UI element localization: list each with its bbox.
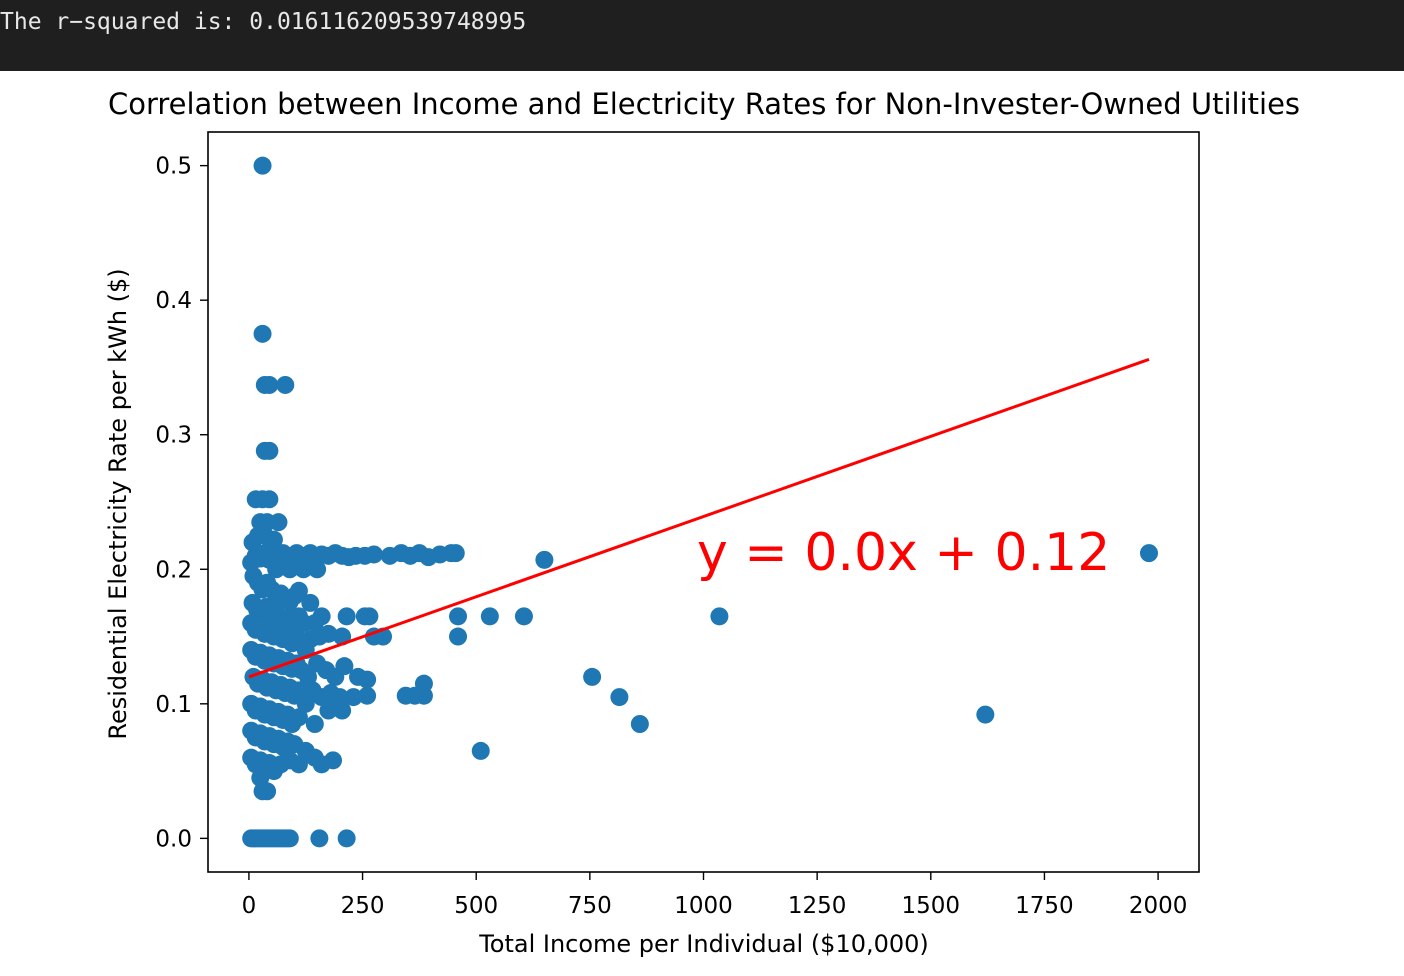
scatter-points xyxy=(242,156,1158,848)
data-point xyxy=(260,441,279,460)
data-point xyxy=(610,688,629,707)
y-tick-label: 0.4 xyxy=(155,288,192,314)
data-point xyxy=(344,688,363,707)
r-squared-output-text: The r−squared is: 0.016116209539748995 xyxy=(0,9,527,35)
scatter-chart: Correlation between Income and Electrici… xyxy=(104,87,1300,958)
data-point xyxy=(276,375,295,394)
x-tick-label: 1750 xyxy=(1015,893,1074,919)
y-tick-label: 0.3 xyxy=(155,423,192,449)
data-point xyxy=(337,607,356,626)
x-axis-label: Total Income per Individual ($10,000) xyxy=(478,930,929,958)
data-point xyxy=(301,593,320,612)
data-point xyxy=(280,560,299,579)
x-tick-label: 1000 xyxy=(674,893,733,919)
data-point xyxy=(630,715,649,733)
data-point xyxy=(514,607,533,626)
data-point xyxy=(294,560,313,579)
y-tick-label: 0.2 xyxy=(155,557,192,583)
data-point xyxy=(280,829,299,848)
data-point xyxy=(335,657,354,676)
chart-figure: Correlation between Income and Electrici… xyxy=(0,71,1404,972)
data-point xyxy=(251,768,270,787)
data-point xyxy=(289,755,308,774)
data-point xyxy=(260,375,279,394)
data-point xyxy=(305,715,324,733)
y-tick-label: 0.5 xyxy=(155,154,192,180)
data-point xyxy=(358,686,377,705)
data-point xyxy=(1139,544,1158,563)
x-tick-label: 1500 xyxy=(902,893,961,919)
regression-equation-label: y = 0.0x + 0.12 xyxy=(697,523,1110,583)
data-point xyxy=(253,156,272,175)
data-point xyxy=(480,607,499,626)
data-point xyxy=(446,544,465,563)
x-tick-label: 1250 xyxy=(788,893,847,919)
y-tick-label: 0.1 xyxy=(155,692,192,718)
data-point xyxy=(471,741,490,760)
x-tick-label: 2000 xyxy=(1129,893,1188,919)
data-point xyxy=(253,324,272,343)
plot-area xyxy=(207,131,1200,873)
data-point xyxy=(449,607,468,626)
data-point xyxy=(333,701,352,720)
data-point xyxy=(264,530,283,549)
data-point xyxy=(337,829,356,848)
y-axis-ticks: 0.0 0.1 0.2 0.3 0.4 0.5 xyxy=(155,154,208,852)
y-axis-label: Residential Electricity Rate per kWh ($) xyxy=(104,268,132,739)
x-tick-label: 750 xyxy=(568,893,612,919)
data-point xyxy=(289,708,308,727)
data-point xyxy=(358,670,377,689)
data-point xyxy=(260,490,279,509)
regression-line xyxy=(248,357,1150,679)
y-tick-label: 0.0 xyxy=(155,826,192,852)
data-point xyxy=(710,607,729,626)
data-point xyxy=(535,550,554,569)
data-point xyxy=(296,694,315,713)
x-tick-label: 250 xyxy=(341,893,385,919)
data-point xyxy=(310,829,329,848)
data-point xyxy=(583,667,602,686)
data-point xyxy=(324,751,343,770)
data-point xyxy=(364,545,383,564)
data-point xyxy=(360,607,379,626)
x-tick-label: 0 xyxy=(242,893,257,919)
data-point xyxy=(319,624,338,643)
x-tick-label: 500 xyxy=(454,893,498,919)
data-point xyxy=(269,513,288,532)
chart-title: Correlation between Income and Electrici… xyxy=(108,87,1300,121)
x-axis-ticks: 0 250 500 750 1000 1250 1500 1750 2000 xyxy=(242,872,1188,919)
data-point xyxy=(976,705,995,724)
data-point xyxy=(258,782,277,801)
console-output: The r−squared is: 0.016116209539748995 xyxy=(0,0,1404,71)
data-point xyxy=(449,627,468,646)
data-point xyxy=(267,560,286,579)
data-point xyxy=(308,560,327,579)
data-point xyxy=(289,581,308,600)
data-point xyxy=(414,674,433,693)
